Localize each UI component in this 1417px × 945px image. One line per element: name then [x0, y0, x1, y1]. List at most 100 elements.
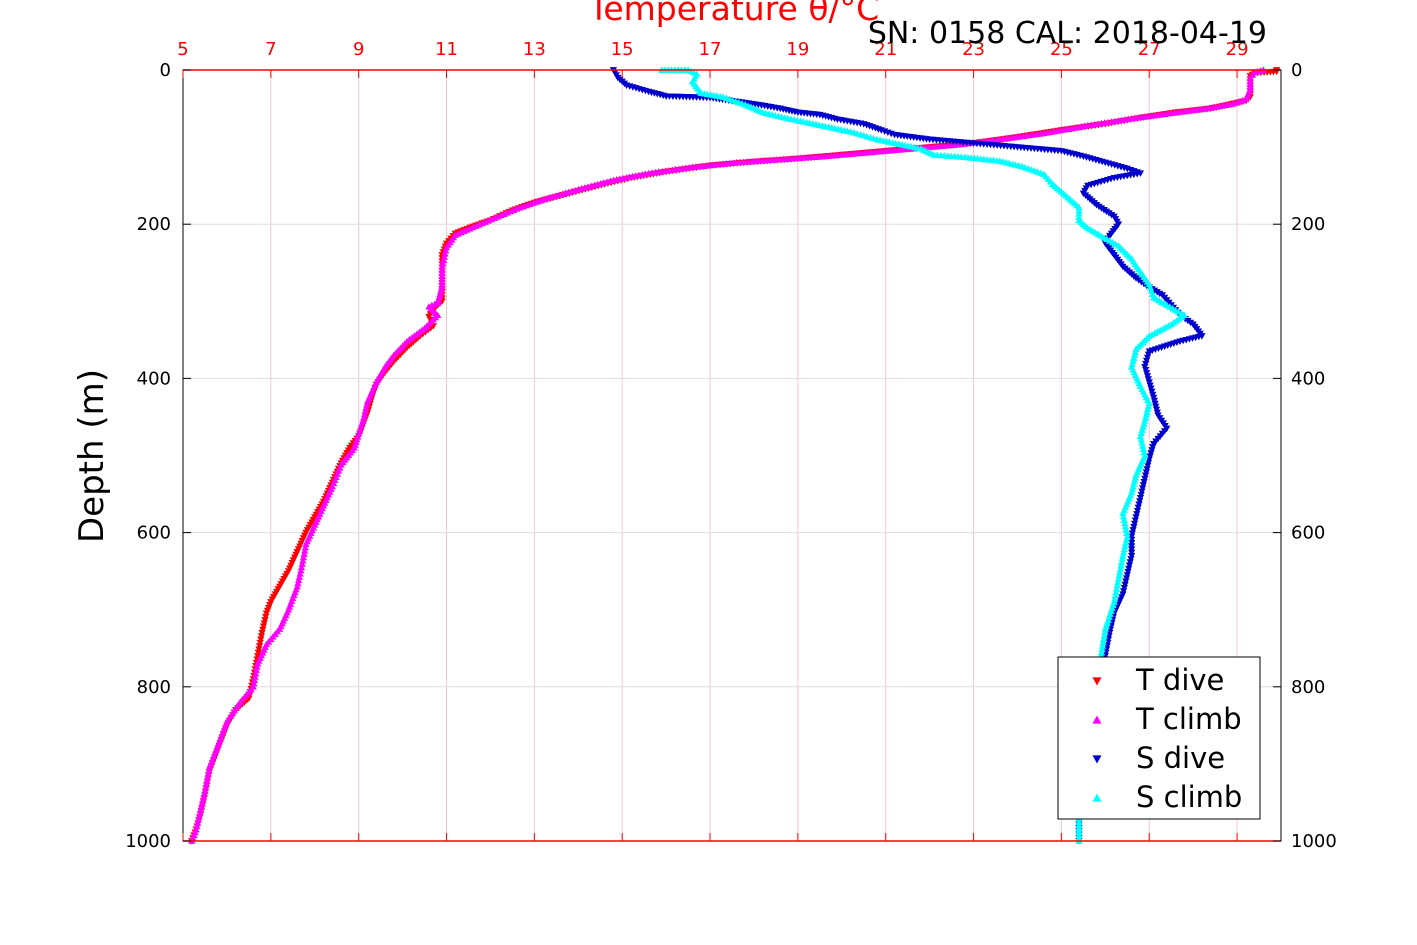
- data-point: [1117, 562, 1125, 569]
- legend-marker: [1092, 755, 1102, 764]
- data-point: [441, 250, 449, 257]
- data-point: [1101, 625, 1109, 632]
- data-point: [1119, 552, 1127, 559]
- data-point: [254, 649, 262, 657]
- data-point: [302, 540, 310, 548]
- data-point: [1132, 471, 1140, 478]
- data-point: [197, 803, 205, 810]
- x-tick-label: 15: [611, 39, 634, 60]
- data-point: [360, 410, 369, 418]
- data-point: [1116, 565, 1124, 572]
- data-point: [1131, 351, 1139, 358]
- data-point: [1136, 432, 1145, 440]
- data-point: [193, 822, 201, 830]
- x-tick-label: 17: [699, 39, 722, 60]
- data-point: [257, 633, 266, 640]
- data-point: [1129, 482, 1137, 490]
- y-tick-label-right: 600: [1291, 523, 1325, 544]
- data-point: [255, 646, 263, 653]
- data-point: [1121, 542, 1129, 549]
- data-point: [1145, 399, 1153, 406]
- data-point: [1075, 206, 1083, 214]
- data-point: [300, 550, 308, 557]
- data-point: [201, 783, 210, 791]
- data-point: [1121, 522, 1129, 530]
- data-point: [254, 660, 262, 667]
- data-point: [1120, 516, 1128, 523]
- data-point: [1120, 548, 1128, 556]
- data-point: [360, 413, 368, 421]
- data-point: [1123, 529, 1131, 537]
- data-point: [1097, 648, 1106, 656]
- legend-marker: [1092, 677, 1102, 686]
- data-point: [252, 669, 260, 677]
- data-point: [1100, 632, 1108, 639]
- y-tick-label-left: 400: [137, 368, 171, 389]
- data-point: [1138, 439, 1146, 446]
- data-point: [1114, 575, 1123, 582]
- data-point: [1075, 203, 1083, 211]
- data-point: [1144, 405, 1152, 412]
- data-point: [1131, 348, 1139, 355]
- data-point: [1119, 509, 1127, 517]
- data-point: [297, 563, 306, 571]
- data-point: [1118, 555, 1126, 562]
- serial-calibration-label: SN: 0158 CAL: 2018-04-19: [868, 16, 1267, 51]
- data-point: [205, 767, 213, 774]
- data-point: [1116, 568, 1124, 576]
- data-point: [1142, 411, 1150, 418]
- x-tick-label: 21: [874, 39, 897, 60]
- data-point: [1118, 558, 1126, 566]
- y-tick-label-left: 200: [137, 214, 171, 235]
- data-point: [250, 676, 259, 684]
- data-point: [194, 819, 202, 826]
- data-point: [1137, 435, 1145, 443]
- data-point: [255, 643, 264, 650]
- data-point: [440, 253, 448, 260]
- data-point: [202, 780, 210, 788]
- data-point: [1120, 545, 1128, 553]
- data-point: [1115, 571, 1123, 579]
- data-point: [257, 636, 265, 644]
- data-point: [1122, 526, 1130, 533]
- y-tick-label-left: 800: [137, 677, 171, 698]
- series-t-climb: [188, 66, 1268, 844]
- legend-marker: [1092, 715, 1102, 724]
- data-point: [294, 579, 302, 587]
- y-tick-label-right: 0: [1291, 60, 1302, 81]
- temperature-axis-title: Temperature θ/°C: [588, 0, 879, 28]
- y-tick-label-right: 200: [1291, 214, 1325, 235]
- legend-label: T dive: [1135, 663, 1224, 697]
- x-tick-label: 19: [786, 39, 809, 60]
- y-tick-label-left: 1000: [125, 831, 171, 852]
- data-point: [252, 666, 261, 674]
- data-point: [1121, 519, 1129, 527]
- data-point: [1130, 480, 1138, 487]
- data-point: [203, 774, 212, 781]
- data-point: [251, 673, 259, 680]
- data-point: [1139, 445, 1147, 452]
- data-point: [203, 777, 211, 784]
- data-point: [1128, 360, 1137, 367]
- x-tick-label: 11: [435, 39, 458, 60]
- data-point: [439, 259, 447, 267]
- data-point: [1113, 581, 1121, 589]
- data-point: [196, 809, 204, 817]
- y-tick-label-right: 400: [1291, 368, 1325, 389]
- data-point: [1098, 642, 1107, 649]
- data-point: [1112, 588, 1120, 595]
- data-point: [297, 566, 305, 574]
- data-point: [258, 629, 266, 637]
- x-tick-label: 9: [353, 39, 364, 60]
- data-point: [299, 557, 307, 564]
- data-point: [363, 397, 372, 405]
- data-point: [205, 764, 213, 771]
- data-point: [1129, 357, 1137, 364]
- data-point: [196, 806, 205, 814]
- data-point: [1122, 536, 1131, 543]
- data-point: [194, 816, 202, 823]
- data-point: [1144, 402, 1153, 409]
- data-point: [362, 404, 370, 411]
- data-point: [1143, 408, 1151, 415]
